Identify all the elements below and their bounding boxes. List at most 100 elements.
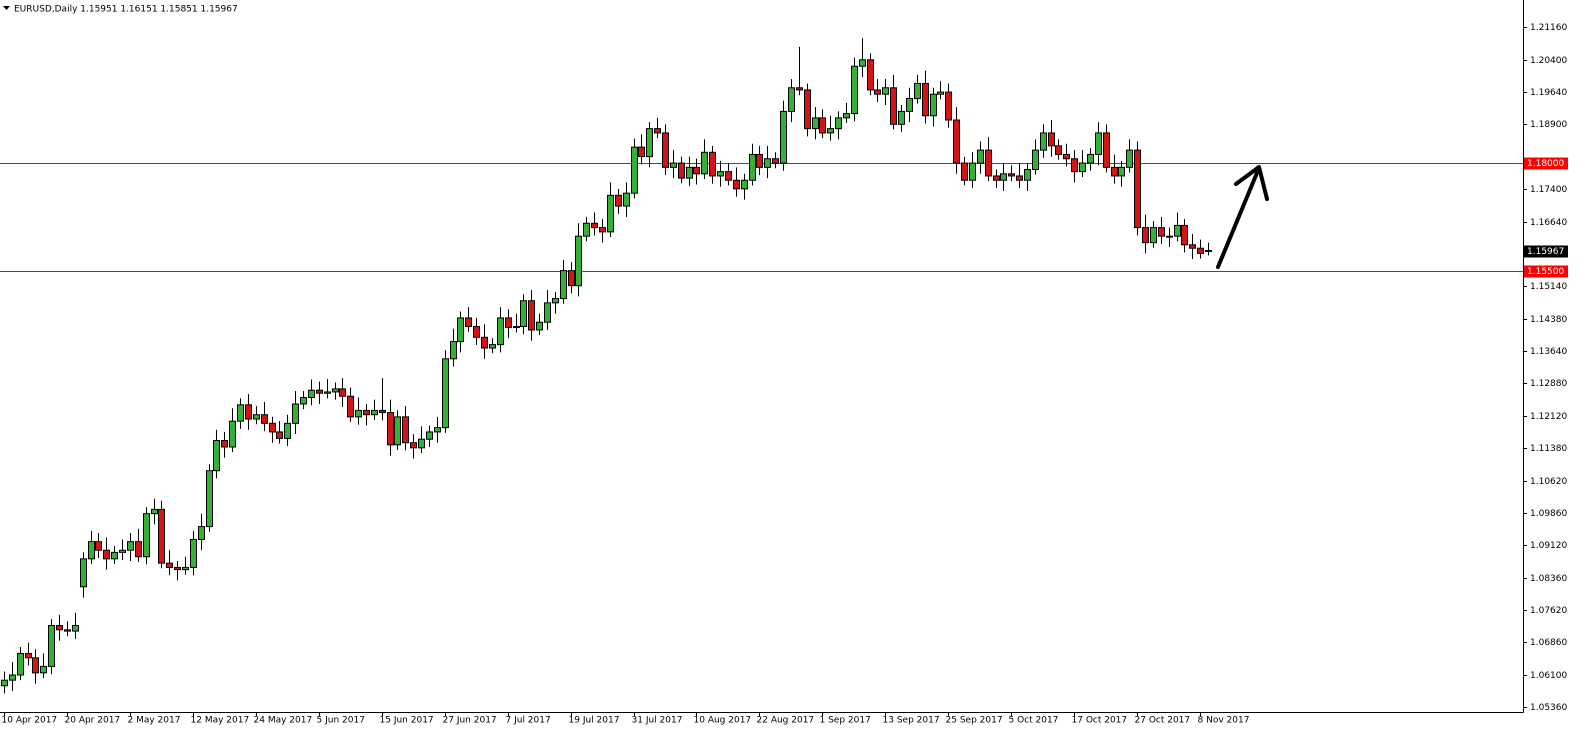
y-tick-label: 1.13640: [1530, 347, 1567, 357]
x-tick-label: 25 Sep 2017: [946, 716, 1003, 726]
candle-body: [812, 117, 819, 130]
candle-body: [32, 657, 39, 674]
candle-body: [229, 420, 236, 448]
candle-body: [111, 551, 118, 560]
candle-body: [631, 146, 638, 194]
arrow-shaft: [1216, 166, 1261, 269]
candle-body: [25, 652, 32, 659]
candle-body: [332, 388, 339, 393]
candle-body: [190, 538, 197, 568]
candle-body: [1063, 153, 1070, 160]
candle-body: [1008, 173, 1015, 177]
candle-body: [284, 422, 291, 439]
candle-body: [1150, 227, 1157, 244]
candle-body: [221, 440, 228, 448]
last-price-bg: [1524, 245, 1568, 258]
candle-body: [497, 317, 504, 346]
candle-body: [835, 117, 842, 130]
x-tick-label: 24 May 2017: [254, 716, 313, 726]
last-price-label: 1.15967: [1527, 247, 1564, 257]
x-tick-label: 22 Aug 2017: [757, 716, 815, 726]
candle-body: [930, 93, 937, 117]
candle-body: [890, 87, 897, 125]
candle-body: [300, 397, 307, 405]
candle-body: [72, 625, 79, 632]
candle-body: [355, 409, 362, 418]
candle-body: [1142, 227, 1149, 244]
candle-body: [536, 321, 543, 331]
candle-body: [528, 300, 535, 331]
candle-body: [1189, 244, 1196, 249]
candle-body: [1134, 149, 1141, 229]
candle-body: [804, 89, 811, 130]
candle-body: [851, 65, 858, 115]
candle-body: [741, 179, 748, 190]
candle-body: [583, 222, 590, 237]
candle-body: [717, 171, 724, 177]
y-tick-label: 1.06100: [1530, 671, 1567, 681]
menu-icon[interactable]: [3, 6, 10, 10]
candle-body: [182, 566, 189, 571]
candle-body: [1158, 227, 1165, 237]
candle-body: [568, 270, 575, 287]
candle-body: [772, 158, 779, 164]
candle-body: [276, 431, 283, 439]
y-tick-label: 1.12120: [1530, 412, 1567, 422]
candle-body: [64, 629, 71, 632]
candle-body: [387, 412, 394, 446]
candle-body: [662, 132, 669, 168]
x-tick-label: 2 May 2017: [128, 716, 181, 726]
y-tick-label: 1.19640: [1530, 88, 1567, 98]
candle-body: [40, 665, 47, 674]
candle-body: [906, 98, 913, 112]
candle-body: [882, 87, 889, 95]
candle-body: [575, 235, 582, 287]
candle-body: [237, 404, 244, 422]
candle-body: [48, 625, 55, 667]
candle-body: [1126, 149, 1133, 168]
candle-body: [261, 414, 268, 424]
x-tick-label: 20 Apr 2017: [65, 716, 121, 726]
candle-body: [103, 549, 110, 560]
candle-body: [788, 87, 795, 112]
candle-body: [709, 151, 716, 177]
x-tick-label: 27 Jun 2017: [443, 716, 497, 726]
candle-body: [56, 625, 63, 631]
level-label-bg: [1524, 157, 1568, 170]
candle-body: [402, 416, 409, 444]
candle-body: [867, 59, 874, 91]
candle-body: [749, 153, 756, 181]
candle-body: [560, 270, 567, 300]
x-tick-label: 7 Jul 2017: [506, 716, 551, 726]
candle-body: [678, 162, 685, 179]
candle-body: [843, 113, 850, 119]
y-tick-label: 1.11380: [1530, 444, 1567, 454]
x-tick-label: 15 Jun 2017: [380, 716, 434, 726]
x-tick-label: 10 Aug 2017: [694, 716, 752, 726]
y-tick-label: 1.21160: [1530, 23, 1567, 33]
y-tick-label: 1.16640: [1530, 218, 1567, 228]
y-tick-label: 1.18900: [1530, 120, 1567, 130]
x-tick-label: 17 Oct 2017: [1072, 716, 1128, 726]
candle-body: [993, 175, 1000, 181]
candle-body: [347, 395, 354, 418]
candle-body: [9, 674, 16, 681]
x-tick-label: 19 Jul 2017: [569, 716, 620, 726]
candle-body: [1087, 153, 1094, 164]
candle-body: [269, 422, 276, 433]
y-tick-label: 1.14380: [1530, 315, 1567, 325]
candle-body: [481, 336, 488, 349]
candle-body: [961, 162, 968, 181]
candle-body: [426, 431, 433, 440]
candle-body: [245, 404, 252, 420]
candle-body: [646, 128, 653, 158]
candle-body: [292, 403, 299, 424]
y-tick-label: 1.20400: [1530, 56, 1567, 66]
candle-body: [544, 302, 551, 323]
candle-body: [937, 91, 944, 95]
candle-body: [591, 222, 598, 229]
candle-body: [977, 149, 984, 164]
candle-body: [505, 317, 512, 328]
